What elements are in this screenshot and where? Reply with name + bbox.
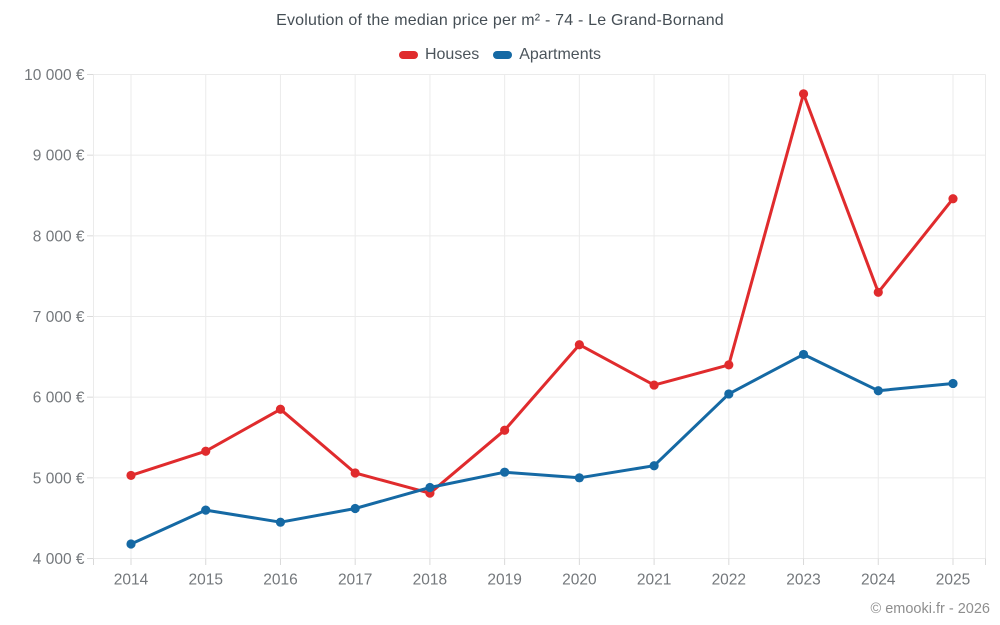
apartments-point-2023[interactable] bbox=[798, 349, 809, 360]
apartments-point-2018[interactable] bbox=[425, 482, 435, 493]
houses-point-2016[interactable] bbox=[275, 404, 286, 414]
houses-point-2025[interactable] bbox=[948, 194, 958, 204]
y-tick-label: 7 000 € bbox=[33, 309, 85, 326]
legend: Houses Apartments bbox=[0, 46, 1000, 64]
x-tick-label: 2021 bbox=[637, 572, 671, 589]
houses-point-2019[interactable] bbox=[500, 425, 510, 435]
y-tick-label: 10 000 € bbox=[24, 67, 85, 84]
houses-point-2023[interactable] bbox=[798, 89, 809, 99]
y-tick-label: 6 000 € bbox=[33, 390, 85, 407]
x-tick-label: 2015 bbox=[188, 572, 222, 589]
apartments-legend-swatch bbox=[493, 51, 513, 59]
houses-legend-label: Houses bbox=[424, 46, 480, 63]
apartments-point-2024[interactable] bbox=[873, 386, 883, 396]
apartments-point-2022[interactable] bbox=[724, 389, 734, 399]
legend-item-apartments[interactable]: Apartments bbox=[493, 46, 601, 64]
y-tick-label: 9 000 € bbox=[33, 148, 85, 165]
x-tick-label: 2024 bbox=[861, 572, 896, 589]
y-tick-label: 8 000 € bbox=[33, 228, 85, 245]
y-tick-label: 5 000 € bbox=[33, 470, 85, 487]
x-tick-label: 2014 bbox=[114, 572, 149, 589]
apartments-point-2014[interactable] bbox=[126, 539, 136, 549]
x-tick-label: 2023 bbox=[786, 572, 820, 589]
houses-point-2022[interactable] bbox=[724, 360, 734, 370]
apartments-line bbox=[129, 352, 955, 546]
apartments-point-2017[interactable] bbox=[350, 503, 360, 514]
x-tick-label: 2022 bbox=[712, 572, 746, 589]
chart-title: Evolution of the median price per m² - 7… bbox=[276, 12, 724, 29]
x-tick-label: 2019 bbox=[487, 572, 521, 589]
apartments-point-2021[interactable] bbox=[649, 461, 659, 471]
x-tick-label: 2020 bbox=[562, 572, 597, 589]
apartments-point-2015[interactable] bbox=[201, 505, 211, 515]
x-tick-label: 2018 bbox=[413, 572, 447, 589]
houses-legend-swatch bbox=[398, 51, 418, 59]
apartments-legend-label: Apartments bbox=[519, 46, 602, 63]
copyright-label: © emooki.fr - 2026 bbox=[870, 601, 990, 617]
x-tick-label: 2025 bbox=[936, 572, 970, 589]
houses-point-2015[interactable] bbox=[201, 446, 211, 456]
x-tick-label: 2017 bbox=[338, 572, 372, 589]
houses-point-2021[interactable] bbox=[649, 380, 659, 390]
apartments-point-2020[interactable] bbox=[574, 473, 584, 483]
houses-point-2020[interactable] bbox=[574, 340, 584, 350]
houses-point-2014[interactable] bbox=[126, 470, 136, 481]
apartments-point-2019[interactable] bbox=[500, 467, 510, 477]
legend-item-houses[interactable]: Houses bbox=[398, 46, 480, 64]
y-tick-label: 4 000 € bbox=[33, 551, 85, 568]
houses-point-2017[interactable] bbox=[350, 468, 360, 478]
apartments-point-2025[interactable] bbox=[948, 378, 958, 389]
apartments-point-2016[interactable] bbox=[275, 517, 286, 527]
houses-point-2024[interactable] bbox=[873, 287, 883, 297]
x-tick-label: 2016 bbox=[263, 572, 297, 589]
houses-line bbox=[129, 92, 955, 495]
